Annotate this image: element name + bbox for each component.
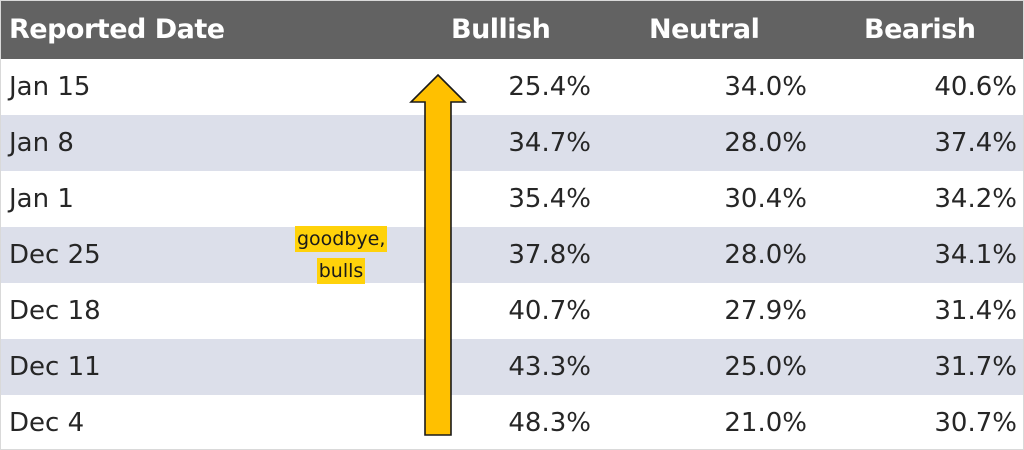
cell-neutral: 27.9%	[724, 296, 807, 326]
table-row: Dec 18 40.7% 27.9% 31.4%	[1, 283, 1023, 339]
cell-bullish: 43.3%	[508, 352, 591, 382]
cell-bearish: 37.4%	[934, 128, 1017, 158]
up-arrow-icon	[409, 73, 467, 436]
cell-neutral: 21.0%	[724, 408, 807, 438]
cell-bearish: 34.2%	[934, 184, 1017, 214]
cell-date: Dec 25	[9, 240, 101, 270]
cell-bearish: 34.1%	[934, 240, 1017, 270]
cell-neutral: 34.0%	[724, 72, 807, 102]
annotation-line-1: goodbye,	[295, 226, 388, 252]
cell-bearish: 30.7%	[934, 408, 1017, 438]
cell-date: Jan 1	[9, 184, 74, 214]
cell-date: Dec 18	[9, 296, 101, 326]
header-reported-date: Reported Date	[9, 14, 225, 45]
cell-bullish: 34.7%	[508, 128, 591, 158]
cell-date: Dec 11	[9, 352, 101, 382]
table-row: Jan 8 34.7% 28.0% 37.4%	[1, 115, 1023, 171]
cell-bullish: 40.7%	[508, 296, 591, 326]
cell-bullish: 37.8%	[508, 240, 591, 270]
header-bullish: Bullish	[451, 14, 551, 45]
table-row: Jan 1 35.4% 30.4% 34.2%	[1, 171, 1023, 227]
cell-neutral: 25.0%	[724, 352, 807, 382]
table-row: Dec 25 37.8% 28.0% 34.1%	[1, 227, 1023, 283]
cell-neutral: 28.0%	[724, 240, 807, 270]
table-row: Jan 15 25.4% 34.0% 40.6%	[1, 59, 1023, 115]
cell-bullish: 35.4%	[508, 184, 591, 214]
cell-bearish: 31.4%	[934, 296, 1017, 326]
table-row: Dec 4 48.3% 21.0% 30.7%	[1, 395, 1023, 449]
cell-date: Dec 4	[9, 408, 85, 438]
annotation-note: goodbye, bulls	[295, 223, 388, 287]
cell-date: Jan 8	[9, 128, 74, 158]
table-header: Reported Date Bullish Neutral Bearish	[1, 1, 1023, 59]
cell-bearish: 40.6%	[934, 72, 1017, 102]
header-neutral: Neutral	[649, 14, 760, 45]
table-row: Dec 11 43.3% 25.0% 31.7%	[1, 339, 1023, 395]
cell-bullish: 48.3%	[508, 408, 591, 438]
cell-bullish: 25.4%	[508, 72, 591, 102]
annotation-line-2: bulls	[316, 258, 366, 284]
header-bearish: Bearish	[864, 14, 976, 45]
cell-neutral: 28.0%	[724, 128, 807, 158]
cell-date: Jan 15	[9, 72, 91, 102]
cell-neutral: 30.4%	[724, 184, 807, 214]
cell-bearish: 31.7%	[934, 352, 1017, 382]
